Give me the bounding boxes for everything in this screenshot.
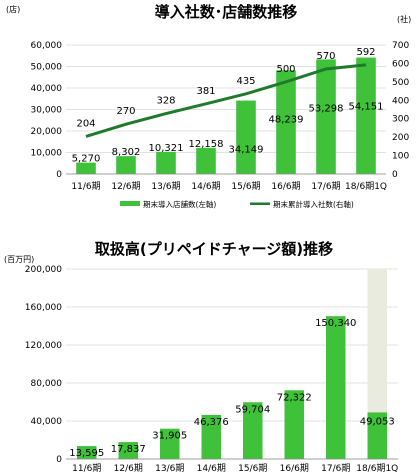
chart1-line-label: 570 [316,51,335,62]
chart1-left-tick: 40,000 [31,84,63,94]
chart2-unit: (百万円) [4,255,34,264]
chart2-bar-label: 59,704 [235,404,270,415]
chart2-category-label: 13/6期 [155,463,184,472]
chart1-line-label: 328 [156,96,175,107]
chart2-bar-label: 46,376 [194,417,229,428]
chart2-category-label: 12/6期 [114,463,143,472]
chart1-bar [156,151,176,174]
chart1-left-tick: 20,000 [31,127,63,137]
chart1-left-unit: (店) [6,4,20,14]
chart1-bar-label: 8,302 [112,147,141,158]
chart1-category-label: 12/6期 [111,181,140,192]
chart2-y-tick: 0 [56,455,62,465]
chart2-bar-label: 31,905 [152,431,187,442]
chart1-bar-label: 48,239 [269,114,304,125]
chart2-category-label: 18/6期1Q [356,463,398,472]
chart1-title: 導入社数･店舗数推移 [155,3,298,21]
legend-label-line: 期末累計導入社数(右軸) [273,199,354,209]
chart2-bar-label: 72,322 [277,392,312,403]
legend-swatch-bars [120,201,140,206]
chart2-bar [76,446,97,459]
chart1-bar-label: 10,321 [149,143,184,154]
chart2-y-tick: 200,000 [25,265,62,275]
chart1-bar [196,147,216,174]
chart2-category-label: 15/6期 [238,463,267,472]
chart2-bar-label: 13,595 [69,448,104,459]
chart2-category-label: 11/6期 [72,463,101,472]
chart2-y-tick: 160,000 [25,303,62,313]
chart1-left-tick: 60,000 [31,41,63,51]
chart1-bar [316,59,336,174]
legend-label-bars: 期末導入店舗数(左軸) [143,199,216,209]
chart2-bar [284,390,305,459]
chart1-companies-line [85,63,367,138]
chart2-bar [242,402,263,459]
chart1-right-tick: 600 [392,59,409,69]
chart2-y-tick: 80,000 [31,379,63,389]
chart2-bar [118,442,139,459]
chart1-bar [116,156,136,174]
chart2-category-label: 14/6期 [197,463,226,472]
chart1-category-label: 14/6期 [191,181,220,192]
chart1-category-label: 15/6期 [231,181,260,192]
chart1-bar-label: 54,151 [349,102,384,113]
chart1-right-tick: 0 [392,170,398,180]
chart1-bar [276,70,296,174]
chart2-bar-label: 49,053 [360,416,395,427]
chart2-background-bar [367,269,388,459]
chart1-left-tick: 0 [56,170,62,180]
stores-companies-chart: 導入社数･店舗数推移 (店) (社) 5,270 8,302 10,321 12,15… [6,3,411,209]
chart1-category-label: 17/6期 [311,181,340,192]
chart1-right-tick: 400 [392,96,409,106]
chart2-category-label: 16/6期 [280,463,309,472]
chart1-right-tick: 700 [392,41,409,51]
chart1-left-tick: 10,000 [31,149,63,159]
chart2-y-tick: 120,000 [25,341,62,351]
chart1-line-label: 435 [236,76,255,87]
chart1-category-label: 11/6期 [71,181,100,192]
chart1-line-label: 204 [76,118,95,129]
chart1-bar-label: 12,158 [189,139,224,150]
chart1-left-tick: 50,000 [31,63,63,73]
chart1-right-tick: 100 [392,152,409,162]
chart1-line-label: 381 [196,86,215,97]
chart1-right-tick: 300 [392,115,409,125]
chart1-line-label: 592 [356,47,375,58]
chart2-bar [367,412,388,459]
chart1-bar [76,162,96,174]
chart2-title: 取扱高(プリペイドチャージ額)推移 [95,240,333,258]
chart1-bar-label: 53,298 [309,103,344,114]
chart1-bar [236,100,256,174]
chart1-bar-label: 5,270 [72,154,101,165]
chart2-bar-label: 150,340 [315,318,356,329]
chart1-category-label: 16/6期 [271,181,300,192]
chart1-right-tick: 500 [392,78,409,88]
chart1-line-label: 500 [276,64,295,75]
chart2-y-tick: 40,000 [31,417,63,427]
chart1-category-label: 13/6期 [151,181,180,192]
chart2-category-label: 17/6期 [321,463,350,472]
chart1-bar [356,57,376,175]
legend-swatch-line [250,202,270,205]
chart1-bar-label: 34,149 [229,145,264,156]
chart1-right-unit: (社) [397,14,411,24]
chart1-right-tick: 200 [392,133,409,143]
chart2-bar [159,428,180,459]
chart1-line-label: 270 [116,106,135,117]
chart2-bar [325,316,346,459]
chart2-bar [201,414,222,459]
chart2-bar-label: 17,837 [111,444,146,455]
chart1-left-tick: 30,000 [31,106,63,116]
chart1-category-label: 18/6期1Q [345,181,387,192]
